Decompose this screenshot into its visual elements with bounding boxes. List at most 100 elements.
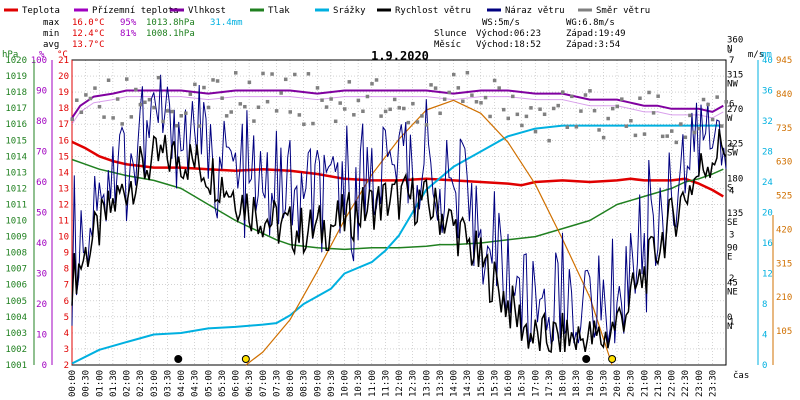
humidity-axis-unit: % — [39, 50, 45, 60]
axes: 1001100210031004100510061007100810091010… — [2, 36, 792, 397]
wind-direction-point — [415, 120, 420, 124]
wind-direction-point — [647, 90, 651, 95]
wind-speed-axis-tick: 3 — [729, 230, 734, 240]
pressure-axis-tick: 1006 — [5, 281, 27, 291]
pressure-axis-tick: 1015 — [5, 136, 27, 146]
wind-direction-point — [670, 129, 674, 133]
pressure-axis-tick: 1019 — [5, 72, 27, 82]
pressure-axis-tick: 1018 — [5, 88, 27, 98]
temperature-axis-tick: 12 — [58, 200, 69, 210]
rain-axis-tick: 36 — [762, 87, 773, 97]
humidity-axis-tick: 20 — [36, 300, 47, 310]
wind-direction-point — [456, 86, 461, 90]
x-axis-label: čas — [733, 370, 749, 381]
x-axis-tick: 17:00 — [531, 370, 541, 397]
wind-direction-axis-compass: SE — [727, 218, 738, 228]
wind-speed-axis-unit: m/s — [748, 50, 764, 60]
stats-block: max 16.0°C 95% 1013.8hPa 31.4mm min 12.4… — [43, 18, 243, 50]
x-axis-tick: 23:00 — [695, 370, 705, 397]
pressure-axis-tick: 1010 — [5, 217, 27, 227]
wind-direction-point — [115, 97, 120, 101]
wind-direction-point — [474, 100, 479, 104]
humidity-axis-tick: 40 — [36, 239, 47, 249]
wind-direction-point — [429, 83, 433, 87]
wind-direction-point — [79, 110, 84, 115]
wind-direction-axis-compass: SW — [727, 149, 738, 159]
stat-max-temp: 16.0°C — [72, 18, 105, 28]
pressure-axis-tick: 1008 — [5, 249, 27, 259]
wind-direction-point — [297, 113, 302, 117]
solar-axis-tick: 525 — [776, 192, 792, 202]
pressure-axis-tick: 1009 — [5, 233, 27, 243]
temperature-axis-tick: 9 — [64, 249, 69, 259]
wind-direction-point — [179, 114, 183, 118]
wind-direction-point — [324, 105, 329, 109]
x-axis-tick: 03:30 — [163, 370, 173, 397]
x-axis-tick: 08:00 — [286, 370, 296, 397]
wind-direction-point — [533, 129, 538, 134]
humidity-axis-tick: 80 — [36, 117, 47, 127]
wind-direction-point — [420, 114, 424, 118]
wind-direction-point — [392, 97, 397, 102]
x-axis-tick: 09:30 — [327, 370, 337, 397]
pressure-axis-unit: hPa — [2, 50, 18, 60]
wind-direction-point — [265, 99, 270, 104]
wind-direction-point — [383, 109, 388, 114]
wind-direction-point — [129, 115, 134, 119]
wind-direction-point — [97, 104, 102, 109]
x-axis-tick: 16:00 — [504, 370, 514, 397]
wind-direction-point — [483, 95, 488, 100]
x-axis-tick: 07:30 — [272, 370, 282, 397]
wind-direction-point — [234, 71, 238, 75]
wind-direction-axis-compass: E — [727, 253, 732, 263]
pressure-axis-tick: 1012 — [5, 184, 27, 194]
wind-direction-point — [174, 123, 179, 128]
solar-axis-tick: 105 — [776, 327, 792, 337]
rain-axis-tick: 4 — [762, 331, 767, 341]
wind-direction-axis-compass: S — [727, 183, 732, 193]
x-axis-tick: 16:30 — [518, 370, 528, 397]
rain-axis-tick: 40 — [762, 56, 773, 66]
wind-direction-point — [697, 126, 701, 131]
x-axis-tick: 12:30 — [409, 370, 419, 397]
wind-direction-point — [660, 134, 665, 139]
wind-direction-axis-compass: NE — [727, 287, 738, 297]
x-axis-tick: 08:30 — [300, 370, 310, 397]
wind-direction-point — [374, 78, 379, 82]
stat-min-press: 1008.1hPa — [146, 29, 195, 39]
wind-direction-point — [624, 124, 629, 128]
wind-direction-point — [610, 106, 615, 111]
wind-direction-point — [710, 117, 715, 122]
humidity-axis-tick: 60 — [36, 178, 47, 188]
temperature-axis-tick: 8 — [64, 265, 69, 275]
wind-direction-point — [379, 114, 383, 118]
wind-ws: WS:5m/s — [482, 18, 520, 28]
x-axis-tick: 00:00 — [68, 370, 78, 397]
wind-direction-point — [706, 102, 710, 107]
wind-layer — [70, 70, 728, 354]
wind-speed-axis-tick: 4 — [729, 187, 734, 197]
x-axis-tick: 20:00 — [613, 370, 623, 397]
wind-direction-point — [601, 135, 606, 140]
pressure-axis-tick: 1003 — [5, 329, 27, 339]
wind-direction-point — [329, 97, 333, 101]
wind-direction-point — [461, 99, 465, 104]
x-axis-tick: 18:30 — [572, 370, 582, 397]
wind-direction-point — [506, 116, 510, 121]
pressure-axis-tick: 1011 — [5, 200, 27, 210]
wind-direction-point — [315, 86, 320, 90]
wind-direction-point — [75, 98, 79, 102]
wind-direction-point — [333, 119, 338, 124]
temperature-axis-tick: 14 — [58, 168, 69, 178]
wind-direction-point — [501, 107, 506, 112]
x-axis-tick: 00:30 — [82, 370, 92, 397]
wind-direction-point — [719, 124, 724, 128]
x-axis-tick: 03:00 — [150, 370, 160, 397]
wind-direction-point — [442, 97, 447, 101]
wind-direction-point — [343, 107, 347, 111]
wind-direction-point — [306, 72, 311, 76]
wind-direction-point — [202, 85, 206, 90]
wind-direction-point — [111, 116, 115, 120]
wind-direction-point — [520, 123, 524, 128]
